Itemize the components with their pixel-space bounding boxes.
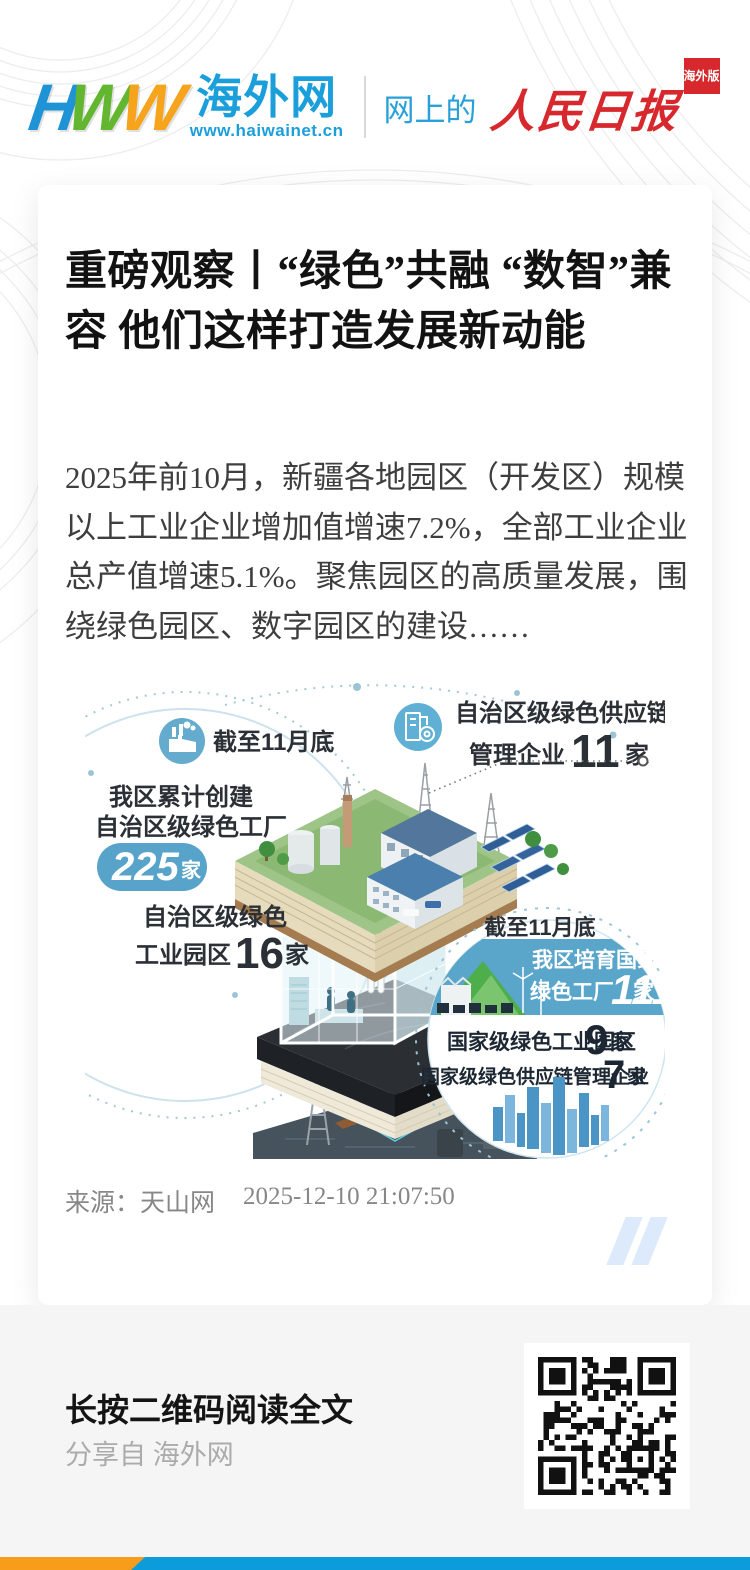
publish-timestamp: 2025-12-10 21:07:50	[243, 1183, 455, 1210]
qr-cta-text: 长按二维码阅读全文	[65, 1392, 354, 1428]
svg-text:111: 111	[611, 966, 665, 1013]
solar-panels	[480, 823, 556, 893]
svg-text:7: 7	[603, 1053, 625, 1097]
svg-text:我区累计创建: 我区累计创建	[109, 784, 253, 811]
site-name-block: 海外网 www.haiwainet.cn	[190, 73, 344, 141]
svg-text:9: 9	[585, 1016, 608, 1063]
svg-text:绿色工厂: 绿色工厂	[530, 980, 614, 1004]
stat-industrial-parks: 自治区级绿色 工业园区 16 家	[135, 903, 309, 978]
national-stats-circle: 截至11月底 我区培育国家级 绿色工厂 111 家	[415, 907, 665, 1159]
article-title: 重磅观察丨“绿色”共融 “数智”兼容 他们这样打造发展新动能	[65, 249, 673, 355]
building-gear-icon	[405, 712, 435, 742]
svg-text:16: 16	[235, 929, 284, 978]
svg-text:截至11月底: 截至11月底	[484, 915, 595, 940]
svg-text:家: 家	[611, 1030, 633, 1054]
svg-text:我区培育国家级: 我区培育国家级	[532, 948, 665, 972]
site-url: www.haiwainet.cn	[189, 121, 344, 141]
source-row: 来源：天山网 2025-12-10 21:07:50	[65, 1183, 455, 1219]
green-park-book-illustration	[234, 762, 569, 982]
stat-supply-chain: 自治区级绿色供应链 管理企业 11 家	[394, 699, 665, 794]
stat-green-factories: 截至11月底 我区累计创建 自治区级绿色工厂 225 家	[95, 718, 334, 891]
green-energy-art	[437, 961, 550, 1015]
city-skyline-art	[493, 1077, 609, 1155]
svg-text:工业园区: 工业园区	[135, 942, 231, 969]
article-excerpt: 2025年前10月，新疆各地园区（开发区）规模以上工业企业增加值增速7.2%，全…	[65, 460, 688, 644]
header-tagline: 网上的	[383, 92, 477, 128]
header-divider	[363, 76, 366, 138]
svg-text:国家级绿色工业园区: 国家级绿色工业园区	[447, 1030, 636, 1054]
overseas-edition-badge: 海外版	[683, 58, 720, 94]
peoples-daily-logotype: 人民日报	[487, 86, 681, 137]
bottom-bar-orange	[0, 1557, 145, 1570]
article-card: 重磅观察丨“绿色”共融 “数智”兼容 他们这样打造发展新动能 2025年前10月…	[38, 185, 712, 1305]
svg-text:家: 家	[181, 858, 202, 882]
svg-text:自治区级绿色工厂: 自治区级绿色工厂	[95, 813, 287, 841]
svg-text:自治区级绿色: 自治区级绿色	[143, 903, 287, 931]
qr-code[interactable]	[524, 1343, 690, 1509]
trees	[259, 831, 569, 875]
factory-icon	[169, 721, 196, 752]
svg-text:家: 家	[633, 980, 655, 1004]
svg-text:自治区级绿色供应链: 自治区级绿色供应链	[455, 699, 665, 727]
svg-text:截至11月底: 截至11月底	[213, 728, 334, 756]
svg-text:管理企业: 管理企业	[469, 741, 565, 769]
svg-text:国家级绿色供应链管理企业: 国家级绿色供应链管理企业	[421, 1065, 649, 1088]
quote-marks-decoration	[606, 1217, 668, 1265]
bottom-color-bar	[0, 1557, 750, 1570]
logo-letter: W	[117, 70, 190, 144]
infographic-image: 截至11月底 我区累计创建 自治区级绿色工厂 225 家 自治区级绿色 工业园区…	[85, 683, 665, 1159]
svg-text:家: 家	[285, 941, 309, 969]
bottom-bar-blue	[0, 1557, 750, 1570]
share-footer: 长按二维码阅读全文 分享自 海外网	[0, 1305, 750, 1557]
site-name: 海外网	[196, 70, 338, 123]
svg-text:11: 11	[571, 725, 620, 777]
svg-text:225: 225	[111, 845, 179, 889]
share-from-text: 分享自 海外网	[65, 1440, 234, 1470]
source-name: 来源：天山网	[65, 1190, 216, 1217]
svg-text:家: 家	[627, 1065, 647, 1088]
